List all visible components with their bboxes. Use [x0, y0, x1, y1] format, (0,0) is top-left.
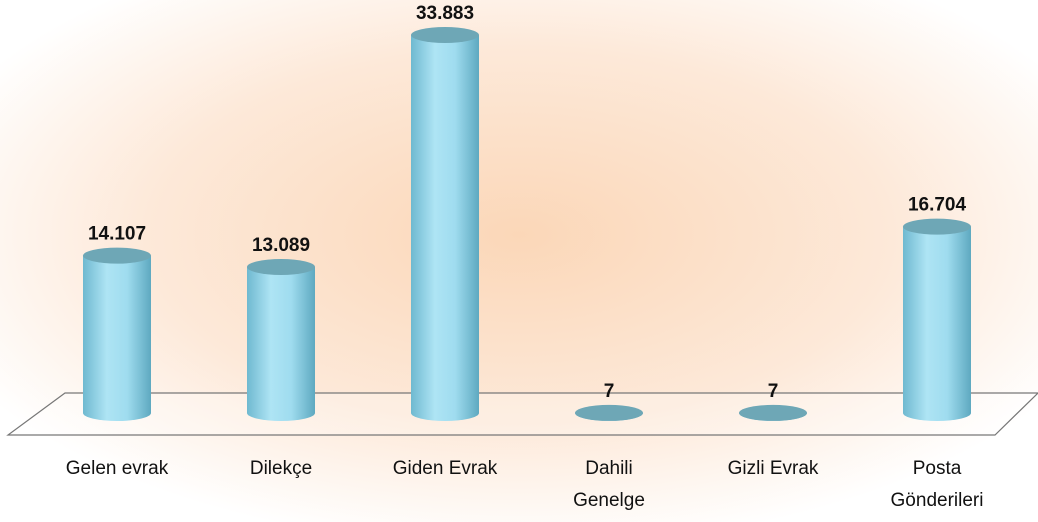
- value-label: 33.883: [416, 3, 474, 24]
- x-tick-label: Posta Gönderileri: [890, 458, 984, 511]
- bar-top: [903, 218, 971, 235]
- value-label: 7: [604, 381, 615, 402]
- value-label: 14.107: [88, 224, 146, 245]
- floor: [6, 392, 1038, 436]
- bar-top: [739, 404, 807, 421]
- x-tick-label: Giden Evrak: [392, 458, 498, 479]
- value-label: 16.704: [908, 195, 967, 216]
- bar-top: [575, 404, 643, 421]
- bar-top: [411, 27, 479, 43]
- x-tick-label: Dilekçe: [249, 458, 313, 479]
- bar-top: [247, 258, 315, 275]
- bar: [247, 266, 315, 421]
- bar: [903, 226, 971, 421]
- x-tick-label: Gelen evrak: [65, 458, 169, 479]
- bar-top: [83, 247, 151, 264]
- x-tick-label: Gizli Evrak: [727, 458, 819, 479]
- x-tick-label: Dahili Genelge: [573, 458, 645, 511]
- bar: [411, 35, 479, 421]
- value-label: 7: [768, 381, 779, 402]
- bar: [83, 255, 151, 421]
- value-label: 13.089: [252, 235, 310, 256]
